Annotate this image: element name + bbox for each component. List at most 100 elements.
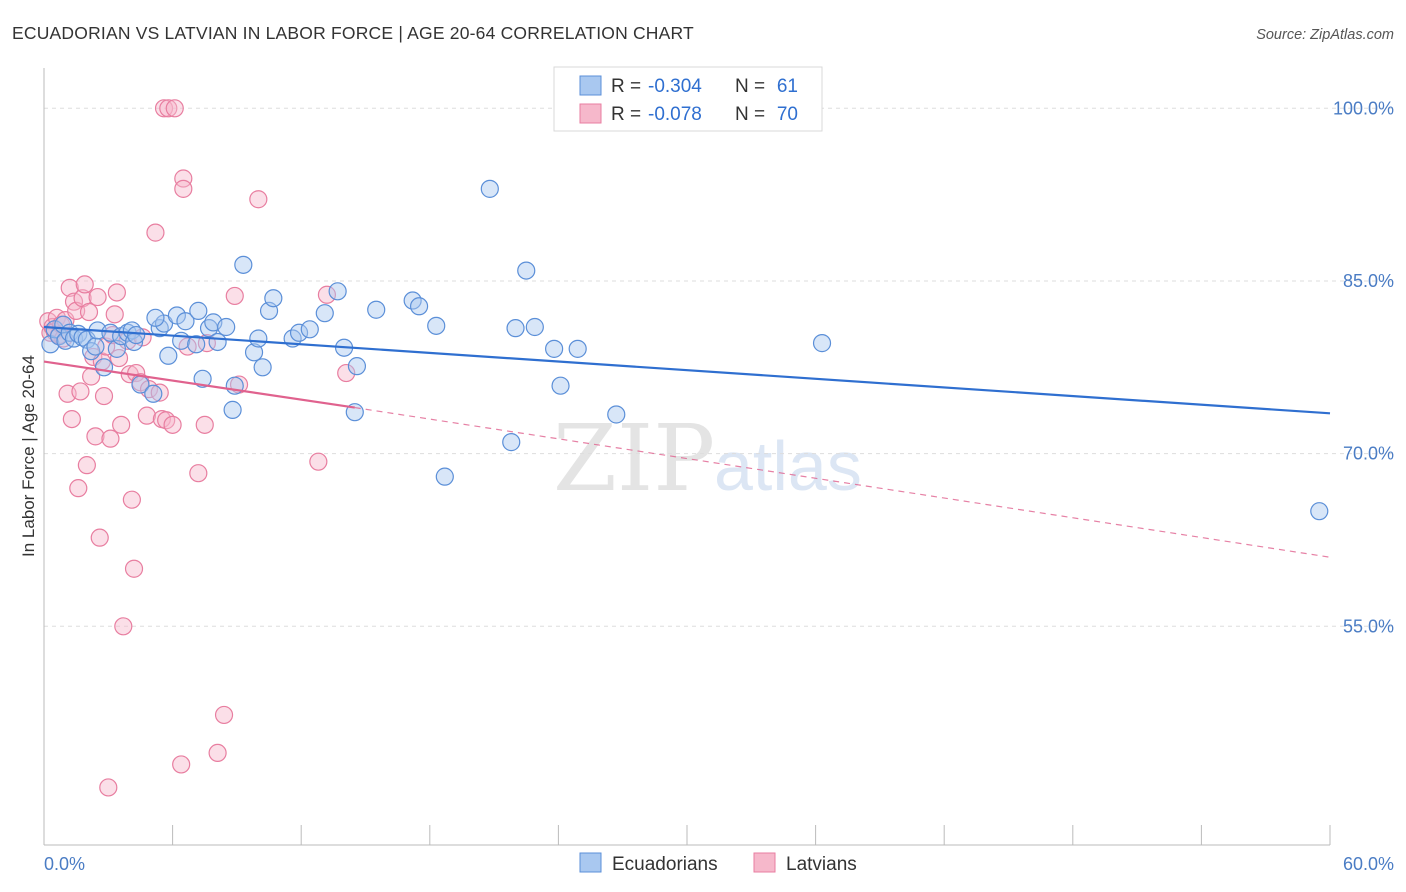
latvian-point xyxy=(79,302,99,322)
latvian-point xyxy=(101,429,120,448)
y-tick-label: 85.0% xyxy=(1343,271,1394,291)
ecuadorian-point xyxy=(525,317,544,337)
ecuadorian-point xyxy=(234,255,253,274)
ecuadorians-trend-line xyxy=(43,325,1331,415)
ecuadorian-point xyxy=(189,301,208,320)
ecuadorian-point xyxy=(144,384,163,403)
ecuadorian-point xyxy=(409,297,429,316)
ecuadorian-point xyxy=(1310,502,1329,521)
latvian-point xyxy=(94,386,114,406)
ecuadorian-point xyxy=(193,369,212,388)
ecuadorian-point xyxy=(244,343,264,362)
ecuadorian-point xyxy=(502,433,521,452)
legend-r-label-1: R = xyxy=(611,76,641,97)
ecuadorian-point xyxy=(517,261,536,280)
bottom-legend: Ecuadorians Latvians xyxy=(579,852,857,875)
legend-n-label-2: N = xyxy=(735,104,765,125)
latvian-point xyxy=(154,99,174,118)
y-axis-tick-labels: 55.0% 70.0% 85.0% 100.0% xyxy=(1333,98,1394,636)
ecuadorian-point xyxy=(264,289,283,308)
latvian-point xyxy=(71,382,90,401)
latvian-point xyxy=(309,452,328,471)
ecuadorian-point xyxy=(480,179,499,198)
latvian-point xyxy=(60,278,79,297)
ecuadorian-point xyxy=(427,316,446,335)
latvian-point xyxy=(88,287,107,307)
ecuadorian-point xyxy=(300,320,319,339)
latvian-point xyxy=(150,383,169,402)
latvian-point xyxy=(208,743,227,763)
latvian-point xyxy=(163,415,182,434)
legend: R = -0.304 N = 61 R = -0.078 N = 70 xyxy=(553,66,823,132)
latvian-point xyxy=(157,411,176,430)
ecuadorian-point xyxy=(328,282,347,301)
latvian-point xyxy=(114,617,133,636)
bottom-legend-label-latvians: Latvians xyxy=(786,854,857,875)
latvian-point xyxy=(112,415,131,434)
chart-title: ECUADORIAN VS LATVIAN IN LABOR FORCE | A… xyxy=(12,23,694,43)
ecuadorian-point xyxy=(545,339,564,358)
latvian-point xyxy=(174,169,193,188)
legend-r-label-2: R = xyxy=(611,104,641,125)
latvian-point xyxy=(337,363,356,383)
legend-n-label-1: N = xyxy=(735,76,765,97)
ecuadorian-point xyxy=(217,317,236,337)
source-label: Source: ZipAtlas.com xyxy=(1256,27,1394,43)
latvian-point xyxy=(137,406,156,425)
ecuadorian-point xyxy=(223,400,242,419)
latvians-trend-line xyxy=(43,360,355,409)
latvian-point xyxy=(77,456,96,475)
bottom-legend-swatch-latvians xyxy=(753,852,776,873)
trend-lines xyxy=(43,325,1331,558)
latvian-point xyxy=(249,190,268,209)
latvian-point xyxy=(174,179,193,198)
latvian-point xyxy=(189,464,208,483)
ecuadorian-point xyxy=(94,358,114,377)
latvian-point xyxy=(225,286,244,306)
latvian-point xyxy=(124,559,144,578)
ecuadorian-point xyxy=(607,405,626,424)
latvian-point xyxy=(90,528,109,547)
legend-swatch-latvians xyxy=(579,103,602,124)
latvian-point xyxy=(122,490,141,509)
ecuadorian-point xyxy=(176,312,195,331)
x-tick-label-max: 60.0% xyxy=(1343,854,1394,874)
latvian-point xyxy=(99,778,118,797)
latvian-point xyxy=(172,755,191,774)
latvian-point xyxy=(62,409,81,429)
ecuadorian-point xyxy=(506,319,525,338)
ecuadorian-point xyxy=(86,337,105,356)
ecuadorian-point xyxy=(159,346,178,365)
ecuadorian-point xyxy=(208,332,227,352)
ecuadorian-point xyxy=(253,358,272,377)
ecuadorian-point xyxy=(315,304,334,323)
latvian-point xyxy=(69,479,88,498)
y-tick-label: 70.0% xyxy=(1343,444,1394,464)
latvian-point xyxy=(317,285,337,304)
legend-r-value-1: -0.304 xyxy=(648,76,702,97)
legend-n-value-1: 61 xyxy=(777,76,798,97)
ecuadorian-point xyxy=(347,357,367,376)
ecuadorian-point xyxy=(435,467,454,486)
ecuadorian-point xyxy=(289,323,309,342)
latvian-point xyxy=(146,223,165,242)
legend-swatch-ecuadorians xyxy=(579,75,602,96)
ecuadorian-point xyxy=(812,334,832,353)
ecuadorian-point xyxy=(146,308,165,327)
latvians-points xyxy=(39,99,356,797)
latvian-point xyxy=(86,427,105,446)
legend-r-value-2: -0.078 xyxy=(648,104,702,125)
gridlines xyxy=(44,107,1394,627)
ecuadorian-point xyxy=(551,376,570,395)
latvian-point xyxy=(165,99,184,118)
x-axis-ticks xyxy=(43,825,1331,845)
ecuadorian-point xyxy=(568,339,587,358)
latvian-point xyxy=(214,705,234,725)
latvian-point xyxy=(195,415,214,434)
ecuadorian-point xyxy=(367,300,386,319)
ecuadorian-point xyxy=(249,329,268,348)
x-tick-label-min: 0.0% xyxy=(44,854,85,874)
ecuadorian-point xyxy=(187,335,206,354)
ecuadorian-point xyxy=(127,325,146,345)
